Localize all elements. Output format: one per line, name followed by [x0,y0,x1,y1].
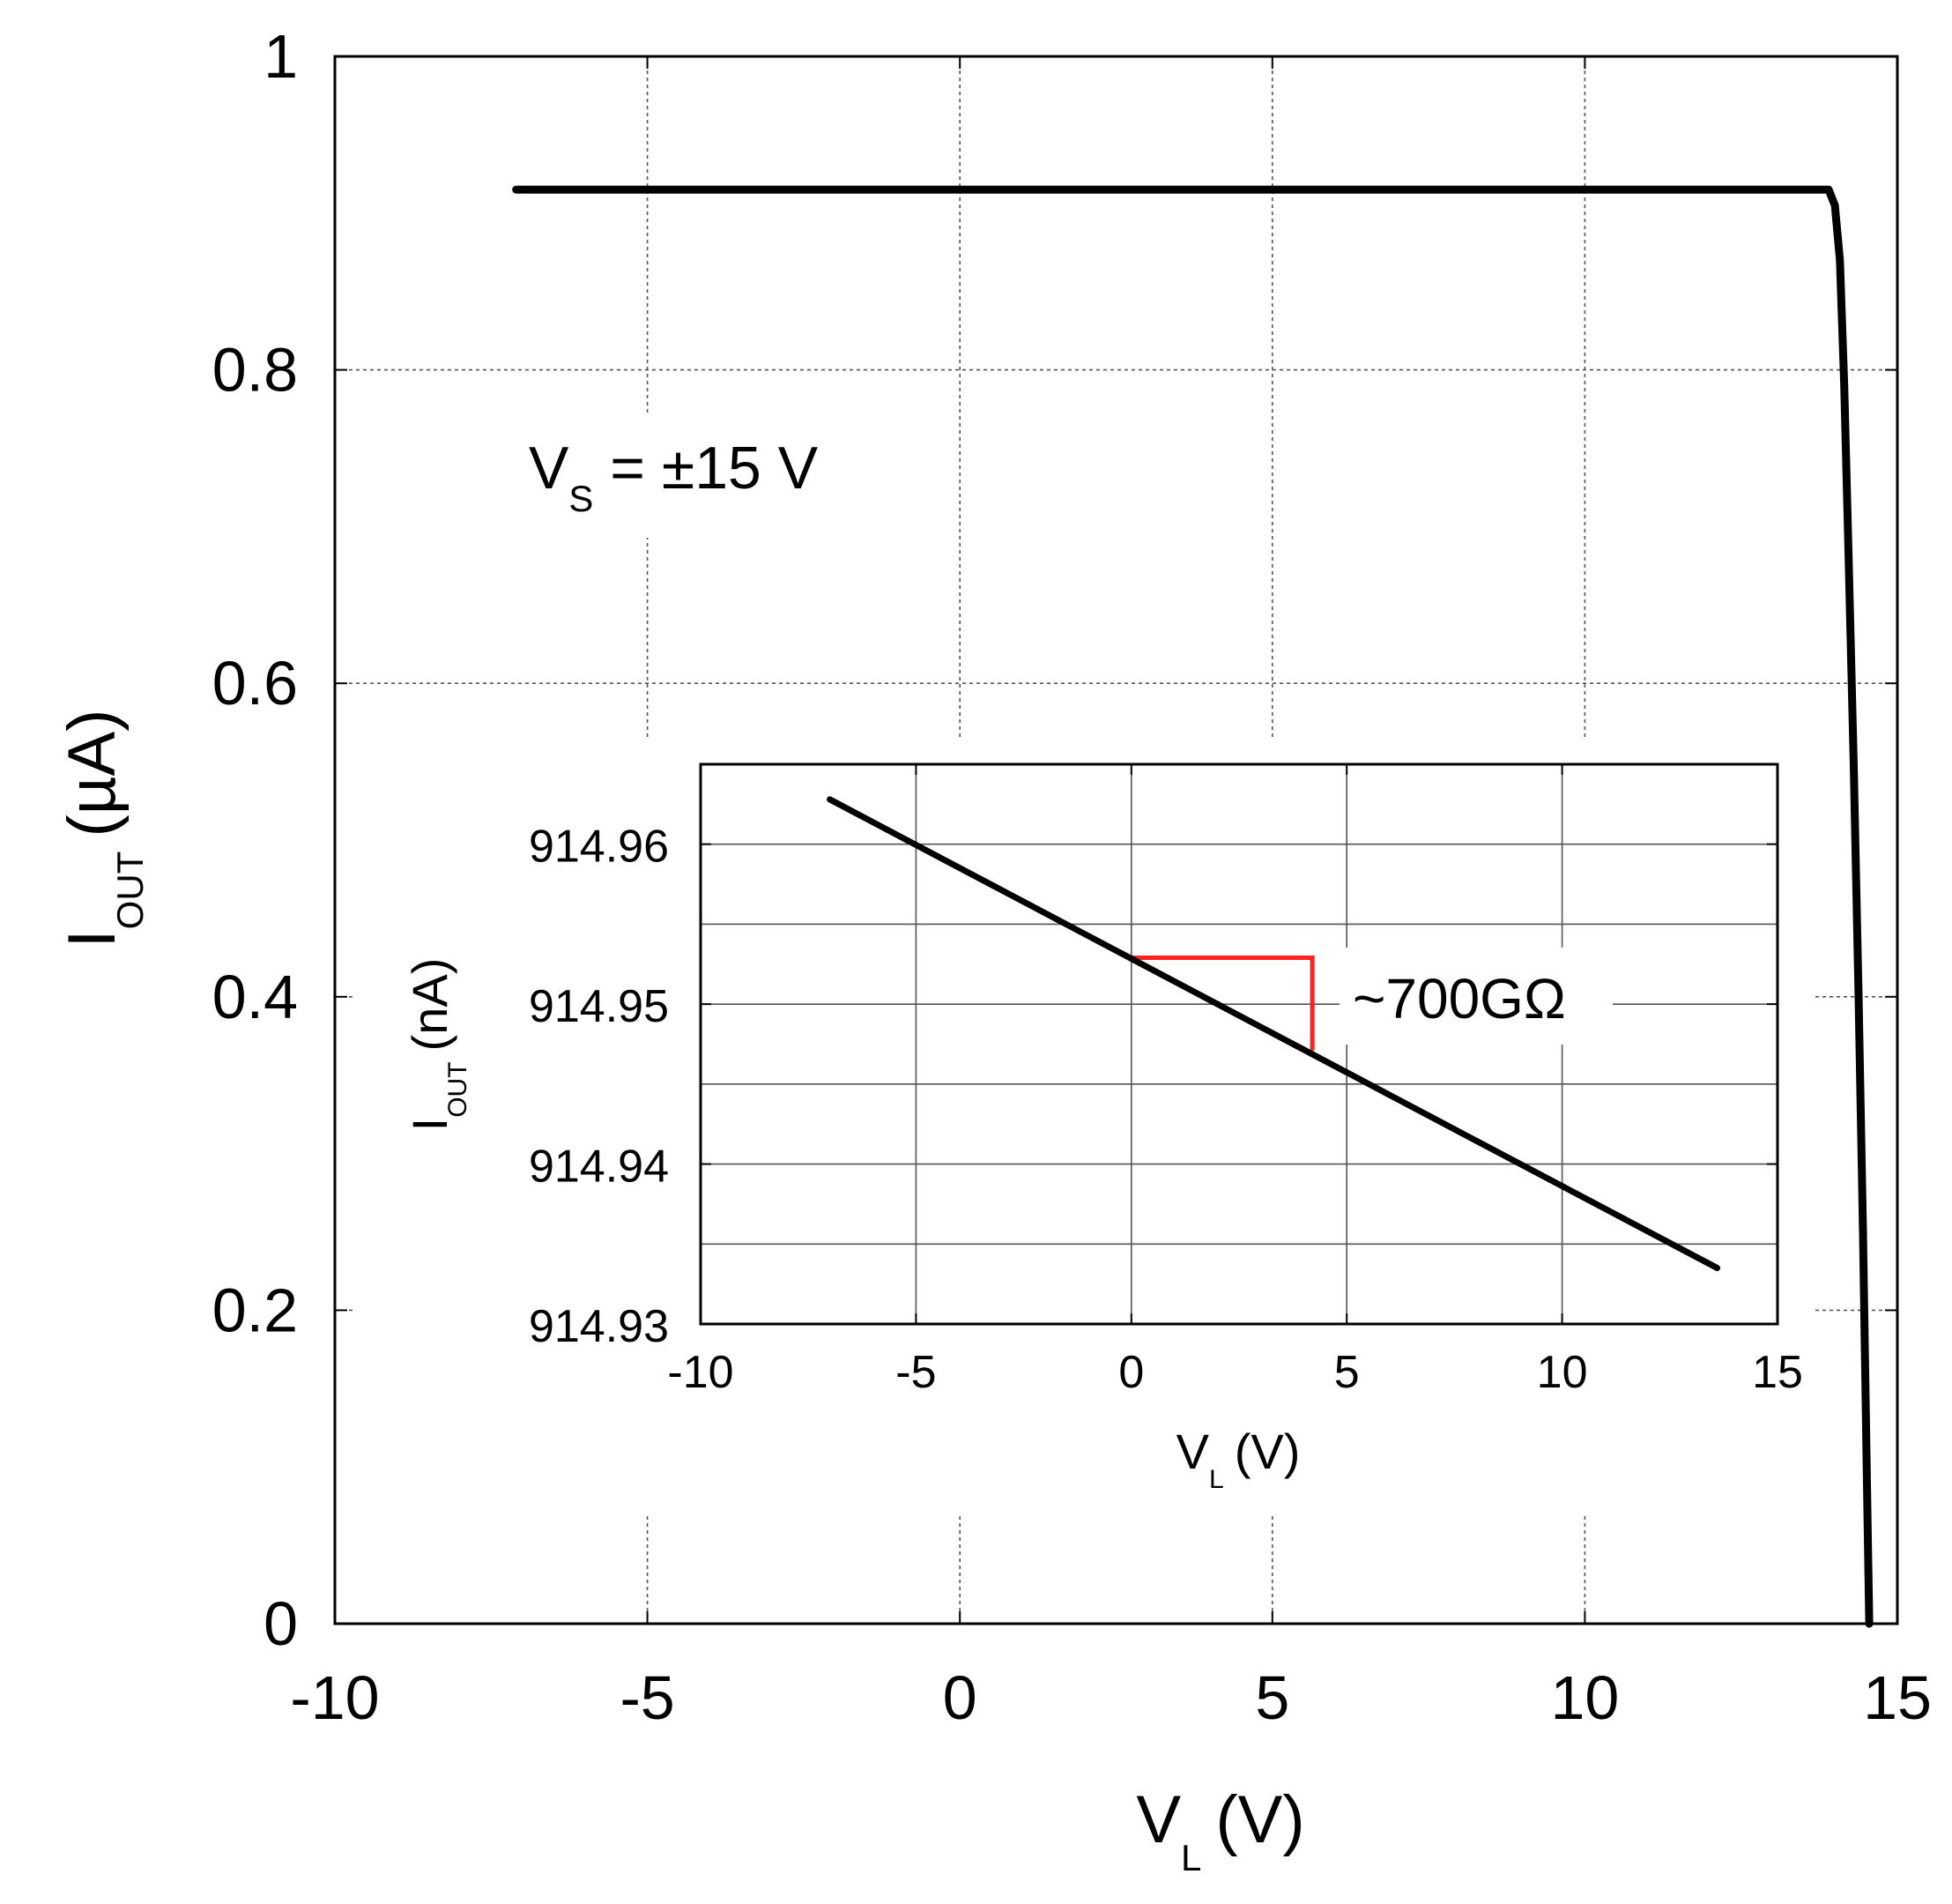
main-y-title-sub: OUT [109,852,151,930]
main-y-tick-label: 0 [263,1589,298,1658]
inset-y-axis-title: IOUT (nA) [402,958,472,1132]
main-x-tick-label: 10 [1550,1663,1619,1732]
inset-x-title-sub: L [1209,1465,1224,1494]
main-x-axis-title: VL (V) [1136,1782,1304,1878]
main-x-tick-label: -5 [620,1663,674,1732]
main-x-tick-label: -10 [290,1663,379,1732]
main-annotation-rest: = ±15 V [593,435,818,502]
inset-plot-frame [699,762,1779,1326]
inset-x-title-unit: (V) [1235,1424,1301,1479]
main-y-axis-title: IOUT (µA) [55,710,151,948]
inset-y-tick-label: 914.95 [529,981,669,1032]
inset-series-group [827,796,1721,1271]
main-y-tick-label: 1 [263,22,298,91]
main-x-tick-label: 15 [1863,1663,1932,1732]
main-y-tick-labels: 0 0.2 0.4 0.6 0.8 1 [212,22,298,1658]
inset-grid [700,764,1778,1325]
inset-x-tick-label: 15 [1752,1347,1803,1398]
inset-slope-label: ~700GΩ [1353,967,1566,1030]
inset-y-tick-labels: 914.93 914.94 914.95 914.96 [529,822,669,1352]
inset-y-tick-label: 914.93 [529,1301,669,1352]
main-x-tick-labels: -10 -5 0 5 10 15 [290,1663,1932,1732]
inset-annotation-background [1340,948,1613,1045]
inset-x-axis-title: VL (V) [1176,1424,1301,1494]
main-y-title-main: I [55,929,130,948]
main-y-tick-label: 0.2 [212,1276,298,1344]
inset-x-tick-labels: -10 -5 0 5 10 15 [667,1347,1803,1398]
main-x-title-unit: (V) [1215,1782,1304,1857]
main-annotation-background [504,414,899,538]
main-plot-frame [333,55,1899,1625]
inset-x-tick-label: -5 [895,1347,936,1398]
inset-slope-marker [1131,956,1315,1051]
inset-series-line [827,796,1721,1271]
inset-y-title-main: I [402,1118,457,1132]
main-y-title-unit: (µA) [55,710,130,837]
main-series-group [512,185,1874,1628]
inset-y-tick-label: 914.96 [529,822,669,873]
main-annotation: VS = ±15 V [529,435,819,519]
main-x-tick-label: 5 [1255,1663,1289,1732]
inset-y-title-sub: OUT [443,1061,472,1117]
main-annotation-main: V [529,435,569,502]
main-x-title-sub: L [1181,1837,1201,1878]
main-y-tick-label: 0.4 [212,963,298,1031]
inset-background [353,740,1815,1516]
main-x-tick-label: 0 [943,1663,977,1732]
inset-x-title-main: V [1176,1424,1210,1479]
main-x-title-main: V [1136,1782,1181,1857]
inset-y-tick-label: 914.94 [529,1142,669,1193]
main-y-tick-label: 0.6 [212,649,298,718]
main-series-line [512,185,1874,1628]
inset-y-title-unit: (nA) [402,958,457,1052]
inset-x-tick-label: 5 [1334,1347,1360,1398]
main-annotation-sub: S [568,478,593,519]
inset-x-tick-label: 0 [1118,1347,1144,1398]
inset-slope-triangle [1131,956,1315,1051]
inset-x-tick-label: -10 [667,1347,733,1398]
inset-x-tick-label: 10 [1537,1347,1588,1398]
main-y-tick-label: 0.8 [212,336,298,405]
